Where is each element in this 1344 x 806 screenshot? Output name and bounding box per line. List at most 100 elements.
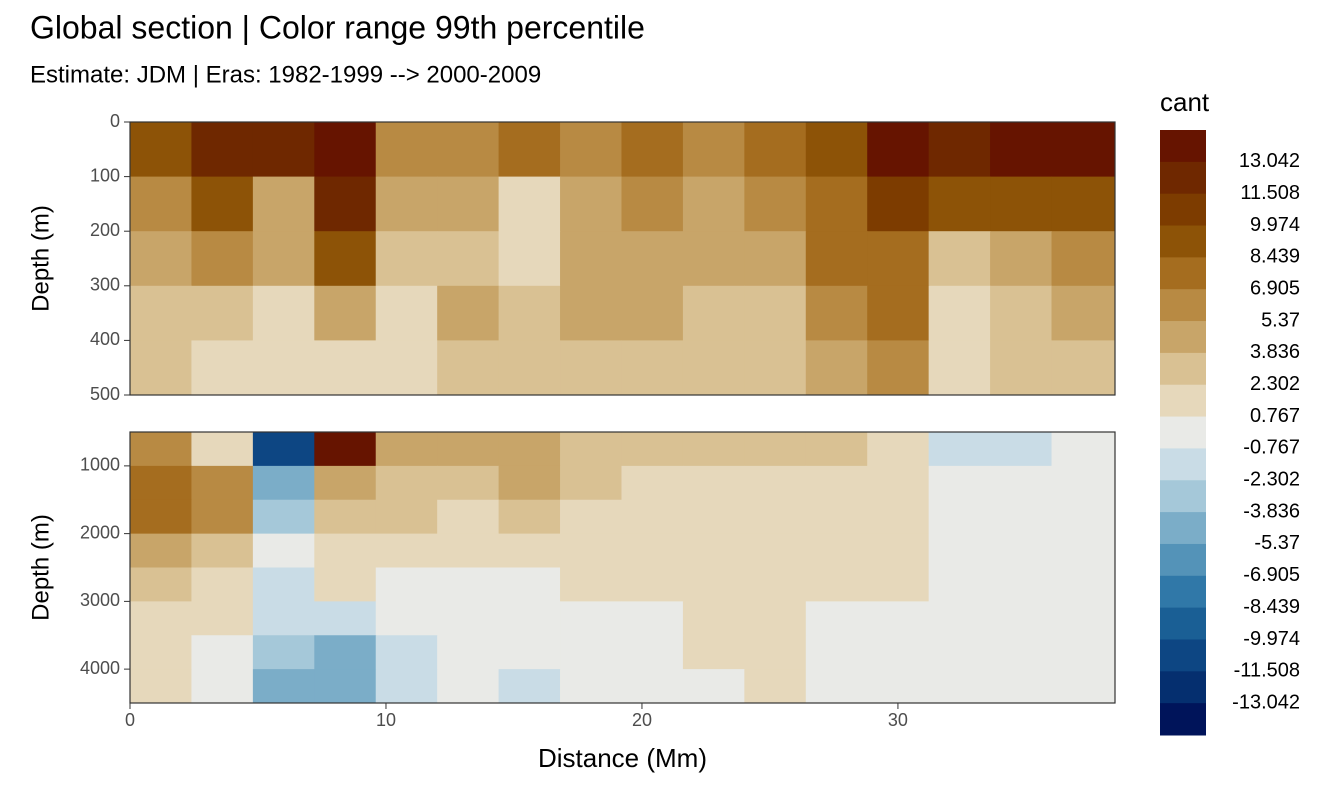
chart-title: Global section | Color range 99th percen… bbox=[30, 9, 645, 45]
contour-cell bbox=[560, 285, 622, 341]
contour-cell bbox=[437, 601, 500, 636]
legend-swatch bbox=[1160, 352, 1206, 386]
contour-cell bbox=[375, 340, 438, 396]
contour-cell bbox=[928, 176, 991, 232]
contour-cell bbox=[437, 669, 500, 704]
contour-cell bbox=[437, 122, 500, 178]
contour-cell bbox=[560, 122, 622, 178]
contour-cell bbox=[682, 176, 745, 232]
contour-cell bbox=[252, 465, 315, 501]
contour-cell bbox=[867, 231, 930, 287]
contour-cell bbox=[130, 601, 192, 636]
contour-cell bbox=[1051, 176, 1116, 232]
contour-cell bbox=[191, 635, 254, 670]
contour-cell bbox=[191, 122, 254, 178]
contour-cell bbox=[621, 601, 684, 636]
contour-cell bbox=[928, 231, 991, 287]
contour-cell bbox=[867, 340, 930, 396]
contour-cell bbox=[621, 432, 684, 467]
contour-cell bbox=[805, 122, 868, 178]
contour-cell bbox=[621, 533, 684, 568]
contour-cell bbox=[805, 285, 868, 341]
y-tick-label: 3000 bbox=[80, 590, 120, 610]
contour-cell bbox=[744, 601, 807, 636]
contour-cell bbox=[621, 231, 684, 287]
contour-cell bbox=[498, 340, 561, 396]
contour-cell bbox=[867, 499, 930, 535]
contour-cell bbox=[744, 635, 807, 670]
contour-cell bbox=[805, 669, 868, 704]
contour-cell bbox=[928, 533, 991, 568]
contour-cell bbox=[191, 533, 254, 568]
contour-cell bbox=[928, 432, 991, 467]
contour-cell bbox=[1051, 285, 1116, 341]
contour-cell bbox=[437, 499, 500, 535]
contour-cell bbox=[498, 601, 561, 636]
contour-cell bbox=[805, 465, 868, 501]
panel-border bbox=[129, 121, 1116, 396]
contour-cell bbox=[437, 176, 500, 232]
y-axis-label: Depth (m) bbox=[27, 205, 54, 312]
contour-cell bbox=[867, 285, 930, 341]
contour-cell bbox=[990, 601, 1053, 636]
legend-swatch bbox=[1160, 703, 1206, 736]
legend-label: -3.836 bbox=[1243, 500, 1300, 522]
contour-cell bbox=[437, 231, 500, 287]
contour-cell bbox=[130, 533, 192, 568]
contour-cell bbox=[252, 533, 315, 568]
contour-cell bbox=[867, 465, 930, 501]
contour-cell bbox=[437, 533, 500, 568]
contour-cell bbox=[682, 285, 745, 341]
contour-cell bbox=[621, 567, 684, 602]
contour-cell bbox=[1051, 601, 1116, 636]
x-tick-label: 20 bbox=[632, 710, 652, 730]
y-tick-label: 1000 bbox=[80, 455, 120, 475]
contour-cell bbox=[375, 465, 438, 501]
contour-cell bbox=[375, 231, 438, 287]
contour-cell bbox=[682, 533, 745, 568]
contour-cell bbox=[314, 231, 377, 287]
contour-cell bbox=[928, 340, 991, 396]
contour-cell bbox=[744, 231, 807, 287]
legend-label: -0.767 bbox=[1243, 437, 1300, 459]
legend-swatch bbox=[1160, 575, 1206, 609]
y-tick-label: 0 bbox=[110, 111, 120, 131]
contour-cell bbox=[990, 669, 1053, 704]
legend-label: -2.302 bbox=[1243, 469, 1300, 491]
contour-cell bbox=[1051, 499, 1116, 535]
contour-cell bbox=[314, 432, 377, 467]
contour-cell bbox=[130, 499, 192, 535]
legend-swatch bbox=[1160, 384, 1206, 418]
contour-cell bbox=[682, 669, 745, 704]
contour-cell bbox=[191, 432, 254, 467]
contour-cell bbox=[990, 432, 1053, 467]
contour-cell bbox=[437, 465, 500, 501]
y-tick-label: 500 bbox=[90, 384, 120, 404]
contour-cell bbox=[1051, 231, 1116, 287]
legend-title: cant bbox=[1160, 87, 1210, 117]
contour-cell bbox=[130, 635, 192, 670]
contour-cell bbox=[498, 176, 561, 232]
legend-label: 5.37 bbox=[1261, 309, 1300, 331]
legend-label: 13.042 bbox=[1239, 150, 1300, 172]
contour-cell bbox=[314, 499, 377, 535]
legend-label: -11.508 bbox=[1234, 660, 1300, 682]
contour-cell bbox=[805, 432, 868, 467]
contour-cell bbox=[375, 635, 438, 670]
contour-cell bbox=[744, 176, 807, 232]
legend-swatch bbox=[1160, 639, 1206, 672]
contour-cell bbox=[867, 176, 930, 232]
contour-cell bbox=[621, 499, 684, 535]
contour-cell bbox=[928, 465, 991, 501]
chart-subtitle: Estimate: JDM | Eras: 1982-1999 --> 2000… bbox=[30, 61, 541, 88]
contour-cell bbox=[560, 340, 622, 396]
contour-cell bbox=[805, 499, 868, 535]
contour-cell bbox=[560, 669, 622, 704]
legend-label: 3.836 bbox=[1250, 341, 1300, 363]
contour-cell bbox=[498, 122, 561, 178]
contour-cell bbox=[1051, 465, 1116, 501]
legend-label: 2.302 bbox=[1250, 373, 1300, 395]
y-tick-label: 100 bbox=[90, 165, 120, 185]
contour-cell bbox=[560, 231, 622, 287]
legend-swatch bbox=[1160, 607, 1206, 640]
